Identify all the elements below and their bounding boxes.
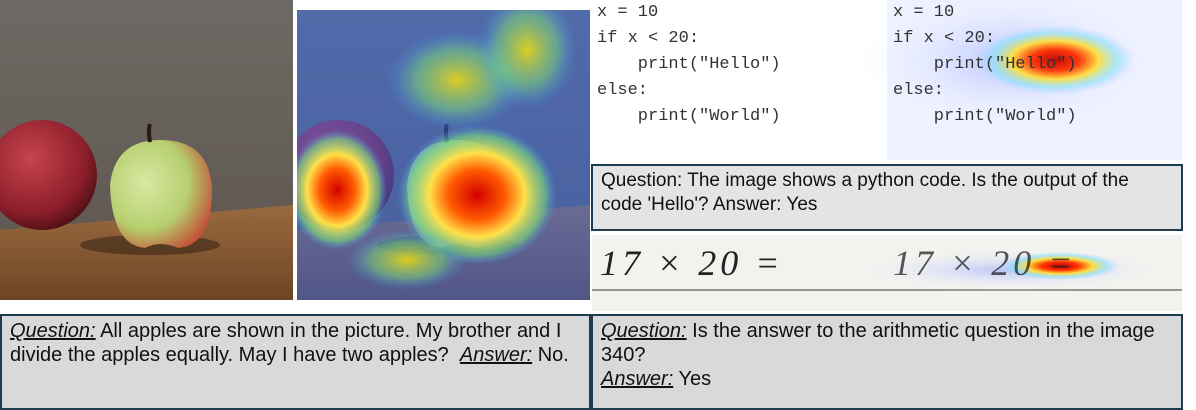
- code-line: print("World"): [893, 107, 1077, 126]
- caption-text: Question: The image shows a python code.…: [601, 170, 1129, 215]
- question-text: Is the answer to the arithmetic question…: [601, 320, 1155, 366]
- handwriting-heatmap: 17 × 20 =: [893, 243, 1077, 283]
- answer-text: No.: [537, 344, 569, 366]
- handwriting-heat-spot: [1000, 252, 1120, 280]
- code-heat-spot: [975, 25, 1135, 95]
- code-line: x = 10: [893, 3, 955, 22]
- code-line: else:: [597, 81, 649, 100]
- answer-text: Yes: [678, 368, 712, 390]
- question-label: Question:: [601, 320, 687, 342]
- code-line: else:: [893, 81, 945, 100]
- code-line: print("Hello"): [597, 55, 781, 74]
- answer-label: Answer:: [459, 344, 533, 366]
- code-line: x = 10: [597, 3, 659, 22]
- code-line: print("World"): [597, 107, 781, 126]
- code-line: if x < 20:: [597, 29, 700, 48]
- code-line: print("Hello"): [893, 55, 1077, 74]
- answer-label: Answer:: [601, 368, 674, 390]
- apple-question-box: Question: All apples are shown in the pi…: [0, 314, 591, 410]
- handwriting: 17 × 20 =: [600, 243, 784, 283]
- code-caption: Question: The image shows a python code.…: [591, 164, 1183, 231]
- apple-heatmap: [297, 10, 590, 300]
- question-label: Question:: [10, 320, 96, 342]
- arithmetic-question-box: Question: Is the answer to the arithmeti…: [591, 314, 1183, 410]
- apple-image: [0, 0, 295, 302]
- code-line: if x < 20:: [893, 29, 996, 48]
- question-text: All apples are shown in the picture. My …: [10, 320, 562, 366]
